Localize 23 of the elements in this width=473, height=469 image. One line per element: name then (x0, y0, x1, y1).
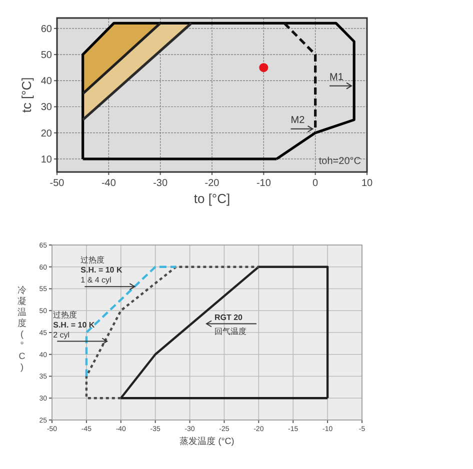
x-tick-label: -40 (101, 178, 116, 189)
x-tick-label: -50 (50, 178, 65, 189)
annotation: M2 (290, 114, 306, 126)
y-tick-label: 60 (40, 24, 52, 35)
x-tick-label: -20 (204, 178, 220, 189)
x-tick-label: -10 (256, 178, 272, 189)
y-tick-label: 20 (40, 128, 52, 140)
y-axis-title: tc [°C] (19, 77, 34, 113)
y-tick-label: 10 (40, 154, 52, 166)
x-tick-label: 0 (312, 178, 319, 189)
y-axis-title: 冷凝温度 (°C) (18, 284, 26, 372)
y-tick-label: 30 (40, 102, 52, 114)
y-tick-label: 50 (40, 50, 52, 62)
y-tick-label: 40 (40, 76, 52, 88)
annotation: 过热度 S.H. = 10 K 1 & 4 cyl (80, 256, 122, 285)
annotation: 过热度 S.H. = 10 K 2 cyl (53, 310, 95, 340)
annotation: RGT 20 回气温度 (214, 312, 246, 336)
x-tick-label: 10 (361, 178, 373, 189)
annotation: M1 (330, 72, 344, 83)
x-tick-label: -30 (153, 178, 168, 189)
annotation: toh=20°C (318, 156, 361, 167)
x-axis-title: to [°C] (194, 191, 230, 206)
x-axis-title: 蒸发温度 (°C) (180, 436, 234, 446)
